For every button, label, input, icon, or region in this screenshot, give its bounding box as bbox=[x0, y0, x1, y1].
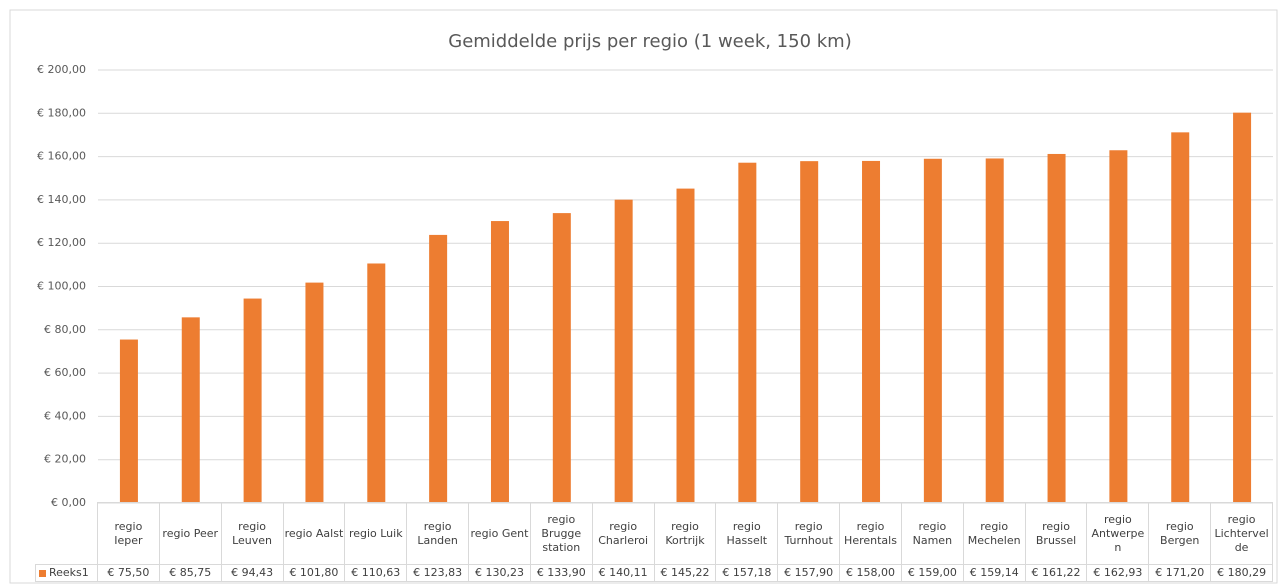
y-tick-label: € 100,00 bbox=[37, 280, 86, 293]
category-cell: regio Leuven bbox=[220, 502, 284, 565]
category-cell: regio Herentals bbox=[839, 502, 902, 565]
category-cell: regio Aalst bbox=[282, 502, 346, 565]
category-cell: regio Landen bbox=[406, 502, 470, 565]
y-tick-label: € 0,00 bbox=[51, 496, 86, 509]
value-label: € 145,22 bbox=[653, 564, 717, 582]
value-label: € 157,18 bbox=[715, 564, 779, 582]
y-tick-label: € 120,00 bbox=[37, 236, 86, 249]
y-tick-label: € 200,00 bbox=[37, 63, 86, 76]
value-label: € 180,29 bbox=[1210, 564, 1273, 582]
bar bbox=[676, 188, 695, 503]
legend-cell: Reeks1 bbox=[35, 564, 98, 582]
value-label: € 133,90 bbox=[529, 564, 593, 582]
bar bbox=[1109, 150, 1128, 504]
chart-title: Gemiddelde prijs per regio (1 week, 150 … bbox=[448, 31, 852, 52]
bar bbox=[429, 234, 448, 503]
category-cell: regio Gent bbox=[468, 502, 531, 565]
category-cell: regio Kortrijk bbox=[653, 502, 717, 565]
bar bbox=[305, 282, 324, 503]
y-tick-label: € 160,00 bbox=[37, 150, 86, 163]
value-label: € 140,11 bbox=[591, 564, 655, 582]
value-label: € 94,43 bbox=[220, 564, 284, 582]
category-cell: regio Turnhout bbox=[777, 502, 841, 565]
value-label: € 75,50 bbox=[97, 564, 160, 582]
value-label: € 158,00 bbox=[839, 564, 902, 582]
category-cell: regio Peer bbox=[158, 502, 222, 565]
value-label: € 162,93 bbox=[1086, 564, 1150, 582]
category-cell: regio Antwerpen bbox=[1086, 502, 1150, 565]
category-cell: regio Mechelen bbox=[962, 502, 1026, 565]
value-label: € 123,83 bbox=[406, 564, 470, 582]
chart-frame bbox=[9, 9, 1278, 584]
bar bbox=[367, 263, 386, 503]
bar bbox=[923, 158, 942, 503]
bar bbox=[552, 213, 571, 503]
category-cell: regio Namen bbox=[900, 502, 964, 565]
bar bbox=[243, 298, 262, 503]
bar bbox=[738, 162, 757, 503]
bar bbox=[985, 158, 1004, 503]
value-label: € 171,20 bbox=[1148, 564, 1212, 582]
category-cell: regio Hasselt bbox=[715, 502, 779, 565]
category-cell: regio Ieper bbox=[97, 502, 160, 565]
category-cell: regio Luik bbox=[344, 502, 408, 565]
value-label: € 101,80 bbox=[282, 564, 346, 582]
y-tick-label: € 180,00 bbox=[37, 106, 86, 119]
y-tick-label: € 80,00 bbox=[44, 323, 86, 336]
y-tick-label: € 20,00 bbox=[44, 453, 86, 466]
y-tick-label: € 40,00 bbox=[44, 409, 86, 422]
bar bbox=[1171, 132, 1190, 504]
category-cell: regio Brugge station bbox=[529, 502, 593, 565]
value-label: € 157,90 bbox=[777, 564, 841, 582]
category-cell: regio Bergen bbox=[1148, 502, 1212, 565]
category-cell: regio Brussel bbox=[1024, 502, 1088, 565]
value-label: € 130,23 bbox=[468, 564, 531, 582]
bar bbox=[862, 160, 881, 503]
value-label: € 110,63 bbox=[344, 564, 408, 582]
bar bbox=[1233, 112, 1252, 503]
value-label: € 161,22 bbox=[1024, 564, 1088, 582]
y-tick-label: € 140,00 bbox=[37, 193, 86, 206]
legend-label: Reeks1 bbox=[49, 566, 89, 579]
category-cell: regio Lichtervelde bbox=[1210, 502, 1273, 565]
bar bbox=[800, 161, 819, 504]
value-label: € 159,14 bbox=[962, 564, 1026, 582]
bar bbox=[1047, 153, 1066, 504]
y-tick-label: € 60,00 bbox=[44, 366, 86, 379]
legend-swatch bbox=[39, 569, 46, 577]
bar bbox=[119, 339, 138, 503]
bar bbox=[181, 317, 200, 503]
bar bbox=[490, 221, 509, 503]
bar bbox=[614, 199, 633, 503]
category-cell: regio Charleroi bbox=[591, 502, 655, 565]
value-label: € 159,00 bbox=[900, 564, 964, 582]
value-label: € 85,75 bbox=[158, 564, 222, 582]
